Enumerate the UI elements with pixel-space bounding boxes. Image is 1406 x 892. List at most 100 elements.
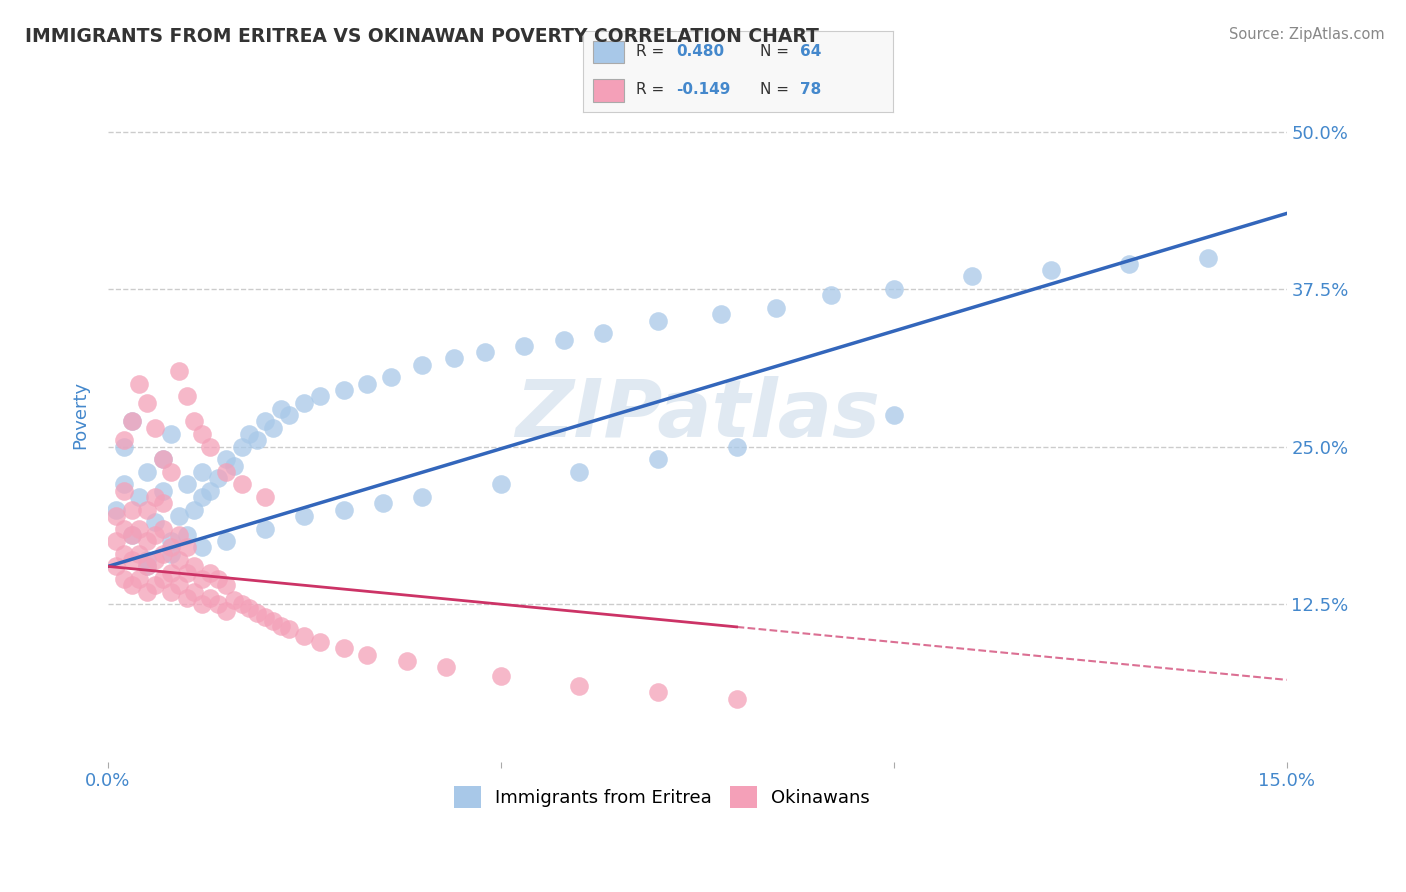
Point xyxy=(160,547,183,561)
Point xyxy=(152,496,174,510)
Point xyxy=(474,345,496,359)
Point xyxy=(332,502,354,516)
Point xyxy=(262,421,284,435)
Point xyxy=(198,483,221,498)
Point xyxy=(121,578,143,592)
Point xyxy=(183,414,205,428)
Point xyxy=(152,572,174,586)
Point xyxy=(191,490,214,504)
Point xyxy=(112,522,135,536)
Point xyxy=(1118,257,1140,271)
Point xyxy=(160,465,183,479)
Text: -0.149: -0.149 xyxy=(676,81,731,96)
Point xyxy=(277,408,299,422)
Text: 78: 78 xyxy=(800,81,821,96)
Point xyxy=(1039,263,1062,277)
Legend: Immigrants from Eritrea, Okinawans: Immigrants from Eritrea, Okinawans xyxy=(446,779,877,815)
Point xyxy=(647,685,669,699)
Point xyxy=(176,541,198,555)
Point xyxy=(270,401,292,416)
Point xyxy=(254,610,277,624)
Point xyxy=(112,572,135,586)
Point xyxy=(513,339,536,353)
FancyBboxPatch shape xyxy=(593,79,624,102)
Point xyxy=(725,440,748,454)
Point xyxy=(443,351,465,366)
Y-axis label: Poverty: Poverty xyxy=(72,381,89,450)
Text: N =: N = xyxy=(759,81,793,96)
Point xyxy=(215,603,238,617)
Point xyxy=(128,572,150,586)
Point xyxy=(176,528,198,542)
Point xyxy=(294,629,316,643)
Point xyxy=(820,288,842,302)
Point xyxy=(121,528,143,542)
Point xyxy=(128,490,150,504)
Point xyxy=(647,313,669,327)
Point xyxy=(160,534,183,549)
Point xyxy=(121,502,143,516)
Point xyxy=(489,477,512,491)
Point xyxy=(553,333,575,347)
Point xyxy=(143,578,166,592)
Point xyxy=(434,660,457,674)
Point xyxy=(121,414,143,428)
Point xyxy=(411,358,433,372)
Point xyxy=(238,427,260,442)
Point xyxy=(294,508,316,523)
Point xyxy=(592,326,614,341)
Text: Source: ZipAtlas.com: Source: ZipAtlas.com xyxy=(1229,27,1385,42)
Point xyxy=(121,553,143,567)
Text: 0.480: 0.480 xyxy=(676,44,724,59)
Point xyxy=(176,477,198,491)
Point xyxy=(136,534,159,549)
Point xyxy=(277,623,299,637)
Point xyxy=(246,606,269,620)
Point xyxy=(332,641,354,656)
Point xyxy=(215,452,238,467)
Point xyxy=(183,559,205,574)
Point xyxy=(309,389,332,403)
Point xyxy=(231,597,253,611)
Point xyxy=(765,301,787,315)
Point xyxy=(222,458,245,473)
Point xyxy=(215,578,238,592)
Point xyxy=(112,483,135,498)
Point xyxy=(136,502,159,516)
Point xyxy=(962,269,984,284)
Point xyxy=(191,597,214,611)
Point xyxy=(128,547,150,561)
Point xyxy=(191,541,214,555)
Point xyxy=(191,572,214,586)
Point xyxy=(167,578,190,592)
Point xyxy=(143,516,166,530)
Point xyxy=(198,566,221,580)
Point xyxy=(725,691,748,706)
Point xyxy=(207,471,229,485)
FancyBboxPatch shape xyxy=(593,41,624,63)
Text: N =: N = xyxy=(759,44,793,59)
Text: R =: R = xyxy=(636,44,669,59)
Point xyxy=(167,528,190,542)
Point xyxy=(332,383,354,397)
Point xyxy=(395,654,418,668)
Point xyxy=(254,522,277,536)
Point xyxy=(112,547,135,561)
Point xyxy=(356,648,378,662)
Point xyxy=(191,465,214,479)
Point xyxy=(222,593,245,607)
Point xyxy=(167,364,190,378)
Point xyxy=(167,508,190,523)
Point xyxy=(136,584,159,599)
Point xyxy=(104,502,127,516)
Point xyxy=(136,559,159,574)
Point xyxy=(104,534,127,549)
Point xyxy=(143,421,166,435)
Text: R =: R = xyxy=(636,81,669,96)
Point xyxy=(207,597,229,611)
Point xyxy=(152,547,174,561)
Point xyxy=(112,440,135,454)
Point xyxy=(128,376,150,391)
Point xyxy=(136,395,159,409)
Point xyxy=(152,452,174,467)
